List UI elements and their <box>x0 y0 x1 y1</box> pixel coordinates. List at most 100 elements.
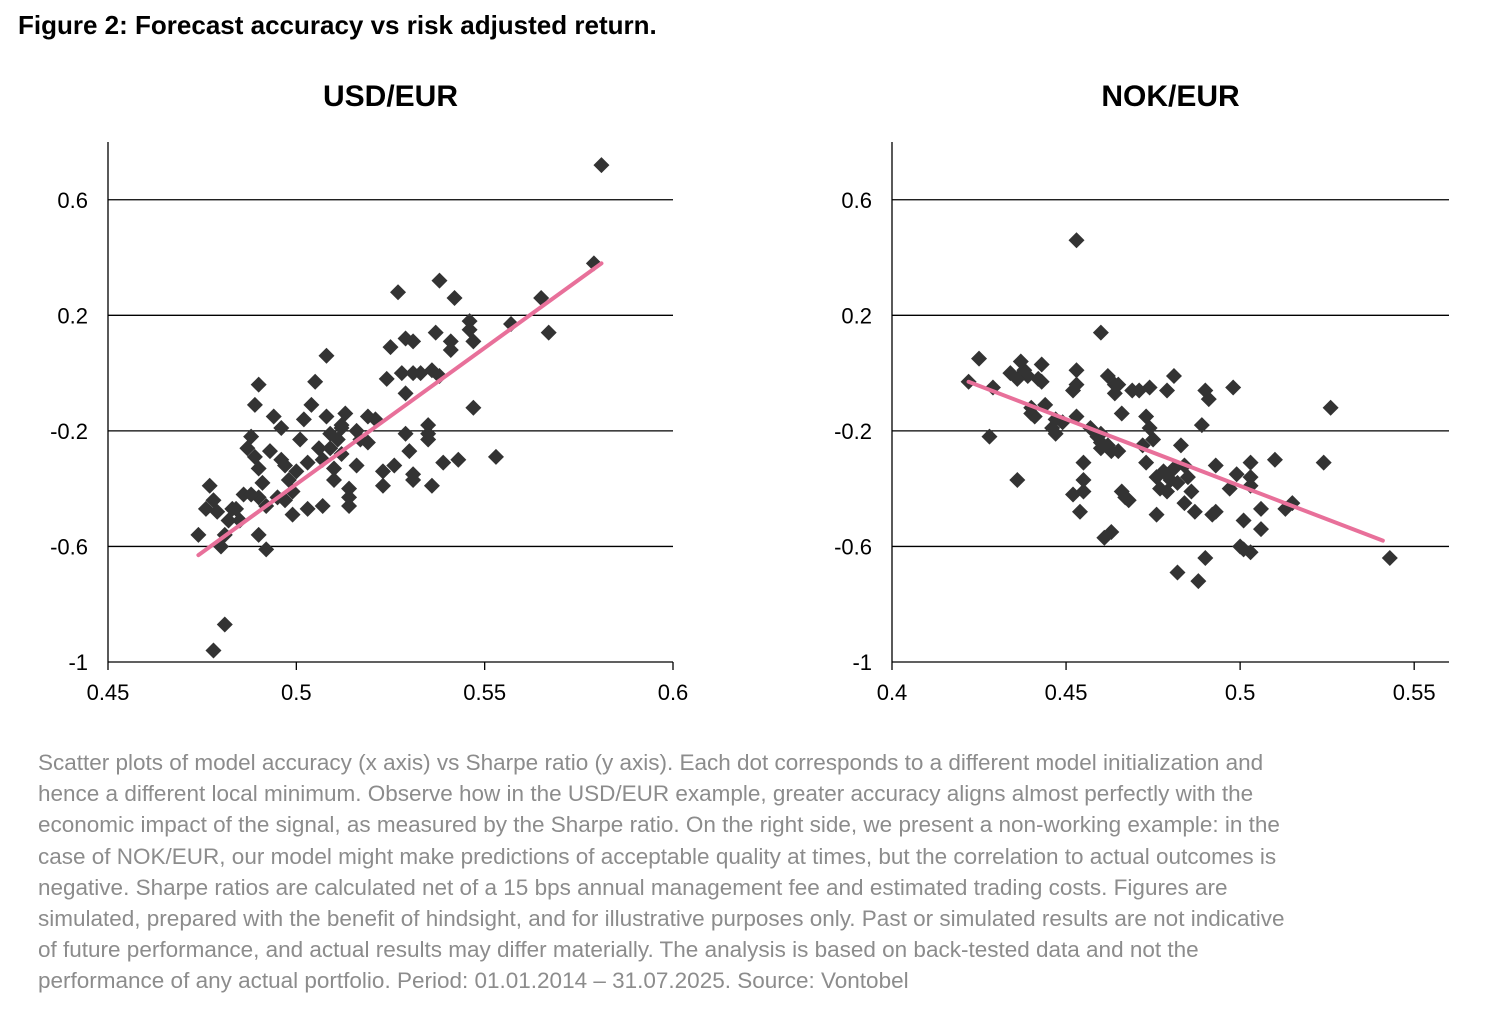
nok-eur-data-point <box>1009 472 1026 488</box>
nok-eur-data-point <box>981 428 998 445</box>
usd-eur-data-point <box>322 425 339 442</box>
nok-eur-data-point <box>1207 457 1224 474</box>
nok-eur-data-point <box>1071 503 1088 520</box>
usd-eur-data-point <box>284 506 301 523</box>
usd-eur-y-tick-label: -1 <box>68 650 88 675</box>
usd-eur-data-point <box>254 474 271 491</box>
usd-eur-data-point <box>442 342 459 358</box>
nok-eur-data-point <box>1169 564 1186 581</box>
nok-eur-data-point <box>1068 376 1085 393</box>
caption-line: hence a different local minimum. Observe… <box>38 781 1254 807</box>
usd-eur-data-point <box>423 362 440 379</box>
nok-eur-data-point <box>1138 454 1155 471</box>
usd-eur-data-point <box>382 339 399 356</box>
usd-eur-data-point <box>224 500 241 517</box>
usd-eur-data-point <box>288 463 305 480</box>
nok-eur-data-point <box>1065 382 1082 399</box>
nok-eur-data-point <box>971 350 988 367</box>
nok-eur-data-point <box>1124 382 1141 399</box>
usd-eur-trend-line <box>196 261 604 558</box>
usd-eur-x-tick-label: 0.6 <box>658 680 689 705</box>
usd-eur-data-point <box>446 290 463 306</box>
usd-eur-data-point <box>250 376 267 393</box>
nok-eur-data-point <box>1381 550 1398 566</box>
usd-eur-data-point <box>341 480 358 497</box>
nok-eur-data-point <box>1172 437 1189 454</box>
figure-caption: Scatter plots of model accuracy (x axis)… <box>38 747 1478 997</box>
usd-eur-data-point <box>435 454 452 471</box>
nok-eur-data-point <box>1183 483 1200 500</box>
usd-eur-data-point <box>246 396 263 413</box>
nok-eur-x-tick-label: 0.55 <box>1393 680 1436 705</box>
nok-eur-data-point <box>1253 500 1270 517</box>
nok-eur-data-point <box>1009 370 1026 387</box>
usd-eur-data-point <box>450 451 467 468</box>
nok-eur-data-point <box>1068 362 1085 379</box>
usd-eur-data-point <box>190 526 207 543</box>
usd-eur-y-tick-label: 0.6 <box>57 188 88 213</box>
nok-eur-data-point <box>1148 506 1165 523</box>
caption-line: performance of any actual portfolio. Per… <box>38 968 909 994</box>
nok-eur-data-point <box>1148 469 1165 486</box>
usd-eur-x-tick-label: 0.5 <box>281 680 312 705</box>
nok-eur-data-point <box>1204 506 1221 523</box>
nok-eur-data-point <box>1193 417 1210 434</box>
nok-eur-data-point <box>1190 573 1207 590</box>
usd-eur-data-point <box>420 431 437 448</box>
usd-eur-data-point <box>318 347 335 364</box>
usd-eur-plot: USD/EUR -1 -0.6 -0.2 0.2 0.6 0.45 0.5 0.55 0.6 <box>50 80 689 705</box>
nok-eur-data-point <box>1012 353 1029 370</box>
usd-eur-data-point <box>348 422 365 439</box>
usd-eur-data-point <box>299 500 316 517</box>
nok-eur-x-tick-label: 0.45 <box>1045 680 1088 705</box>
usd-eur-data-point <box>461 313 478 330</box>
usd-eur-data-point <box>326 460 342 477</box>
nok-eur-data-point <box>1141 420 1158 436</box>
usd-eur-data-point <box>393 365 410 382</box>
usd-eur-data-point <box>397 330 414 347</box>
usd-eur-data-point <box>386 457 403 474</box>
usd-eur-data-point <box>273 451 290 468</box>
figure-title: Figure 2: Forecast accuracy vs risk adju… <box>18 10 657 40</box>
usd-eur-data-point <box>431 272 448 289</box>
nok-eur-data-point <box>1176 495 1193 512</box>
usd-eur-y-tick-label: -0.6 <box>50 534 88 559</box>
usd-eur-data-point <box>239 440 256 457</box>
nok-eur-x-tick-label: 0.5 <box>1225 680 1256 705</box>
nok-eur-data-point <box>1197 550 1214 566</box>
usd-eur-data-point <box>318 408 335 425</box>
nok-eur-data-point <box>1092 324 1109 341</box>
nok-eur-data-point <box>1075 454 1092 471</box>
nok-eur-y-tick-label: 0.2 <box>841 303 872 328</box>
usd-eur-data-point <box>540 324 557 341</box>
usd-eur-data-point <box>405 466 422 483</box>
nok-eur-y-tick-label: 0.6 <box>841 188 872 213</box>
usd-eur-data-point <box>405 365 422 382</box>
nok-eur-data-point <box>1106 385 1123 402</box>
usd-eur-data-point <box>314 498 331 514</box>
nok-eur-y-tick-label: -1 <box>852 650 872 675</box>
nok-eur-data-point <box>1096 529 1113 546</box>
usd-eur-data-point <box>250 526 267 543</box>
nok-eur-data-point <box>1103 443 1120 460</box>
usd-eur-data-point <box>201 477 218 494</box>
usd-eur-data-point <box>292 431 309 448</box>
nok-eur-data-point <box>1068 232 1085 249</box>
nok-eur-data-point <box>1138 408 1155 425</box>
nok-eur-data-point <box>1113 405 1130 422</box>
caption-line: simulated, prepared with the benefit of … <box>38 906 1285 932</box>
caption-line: case of NOK/EUR, our model might make pr… <box>38 843 1277 869</box>
usd-eur-data-point <box>197 500 214 517</box>
usd-eur-data-point <box>420 417 437 434</box>
usd-eur-y-tick-label: -0.2 <box>50 419 88 444</box>
usd-eur-data-point <box>307 373 324 390</box>
usd-eur-data-point <box>442 333 459 350</box>
nok-eur-data-point <box>1221 480 1238 497</box>
usd-eur-data-point <box>216 616 233 633</box>
nok-eur-data-point <box>1232 538 1249 555</box>
usd-eur-y-tick-label: 0.2 <box>57 303 88 328</box>
nok-eur-data-point <box>1242 544 1259 561</box>
nok-eur-data-point <box>1099 368 1116 384</box>
usd-eur-data-point <box>310 440 327 457</box>
nok-eur-data-point <box>1165 368 1182 384</box>
